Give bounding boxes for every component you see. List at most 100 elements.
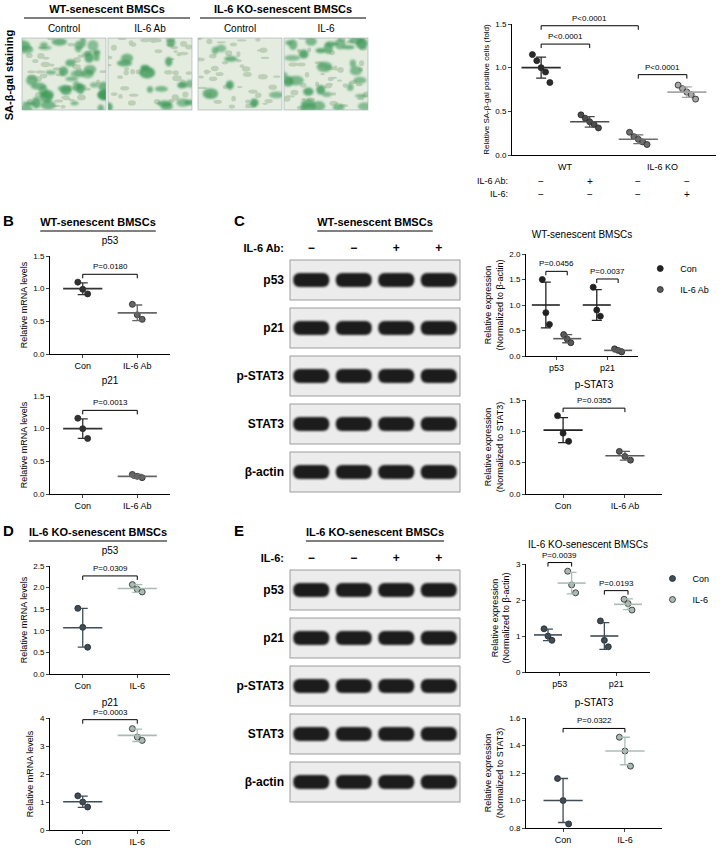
svg-text:P=0.0180: P=0.0180 bbox=[93, 262, 128, 271]
svg-text:p53: p53 bbox=[102, 545, 119, 556]
svg-text:IL-6:: IL-6: bbox=[490, 189, 508, 199]
svg-text:0.8: 0.8 bbox=[509, 824, 521, 833]
svg-text:−: − bbox=[635, 176, 641, 187]
svg-text:IL-6 Ab:: IL-6 Ab: bbox=[477, 176, 508, 186]
svg-text:0.5: 0.5 bbox=[509, 458, 521, 467]
svg-text:Con: Con bbox=[680, 264, 697, 274]
svg-text:Relative mRNA levels: Relative mRNA levels bbox=[25, 730, 35, 817]
svg-text:2: 2 bbox=[516, 596, 521, 605]
svg-text:2.5: 2.5 bbox=[33, 562, 45, 571]
svg-text:0.5: 0.5 bbox=[33, 317, 45, 326]
svg-text:Con: Con bbox=[74, 361, 91, 371]
svg-text:IL-6 Ab: IL-6 Ab bbox=[680, 285, 709, 295]
svg-text:P<0.0001: P<0.0001 bbox=[548, 32, 583, 41]
svg-text:1.0: 1.0 bbox=[33, 284, 45, 293]
svg-text:P<0.0001: P<0.0001 bbox=[645, 63, 680, 72]
svg-text:IL-6 KO-senescent BMSCs: IL-6 KO-senescent BMSCs bbox=[29, 526, 167, 538]
svg-text:P=0.0309: P=0.0309 bbox=[93, 564, 128, 573]
svg-text:B: B bbox=[3, 212, 14, 229]
svg-text:IL-6 Ab: IL-6 Ab bbox=[134, 23, 166, 34]
svg-text:1.5: 1.5 bbox=[33, 392, 45, 401]
svg-text:p53: p53 bbox=[552, 679, 567, 689]
svg-text:Relative SA-β-gal positive cel: Relative SA-β-gal positive cells (fold) bbox=[482, 24, 491, 155]
svg-text:0.0: 0.0 bbox=[509, 490, 521, 499]
svg-text:0.0: 0.0 bbox=[509, 352, 521, 361]
svg-text:3: 3 bbox=[516, 560, 521, 569]
svg-text:Control: Control bbox=[224, 23, 256, 34]
svg-text:STAT3: STAT3 bbox=[248, 727, 285, 741]
svg-text:IL-6: IL-6 bbox=[130, 837, 146, 847]
svg-text:0.0: 0.0 bbox=[33, 350, 45, 359]
svg-text:WT-senescent BMSCs: WT-senescent BMSCs bbox=[532, 229, 633, 240]
svg-text:p-STAT3: p-STAT3 bbox=[236, 679, 284, 693]
svg-text:P=0.0355: P=0.0355 bbox=[577, 396, 612, 405]
svg-text:0.5: 0.5 bbox=[495, 107, 507, 116]
svg-text:1: 1 bbox=[40, 798, 45, 807]
svg-text:P=0.0037: P=0.0037 bbox=[590, 267, 625, 276]
svg-text:WT-senescent BMSCs: WT-senescent BMSCs bbox=[40, 216, 156, 228]
svg-text:P=0.0039: P=0.0039 bbox=[542, 551, 577, 560]
svg-text:β-actin: β-actin bbox=[245, 775, 284, 789]
svg-text:0.0: 0.0 bbox=[495, 151, 507, 160]
svg-text:Relative expression(Normalized: Relative expression(Normalized to STAT3) bbox=[483, 402, 505, 493]
svg-text:p53: p53 bbox=[263, 583, 284, 597]
svg-text:0.5: 0.5 bbox=[33, 648, 45, 657]
svg-text:P<0.0001: P<0.0001 bbox=[572, 14, 607, 23]
svg-text:−: − bbox=[308, 241, 315, 255]
svg-text:−: − bbox=[587, 189, 593, 200]
svg-text:1.0: 1.0 bbox=[495, 63, 507, 72]
svg-text:p21: p21 bbox=[102, 375, 119, 386]
svg-text:−: − bbox=[684, 176, 690, 187]
svg-text:IL-6 Ab: IL-6 Ab bbox=[123, 501, 152, 511]
svg-text:SA-β-gal staining: SA-β-gal staining bbox=[3, 30, 15, 120]
svg-text:p21: p21 bbox=[609, 679, 624, 689]
svg-text:P=0.0013: P=0.0013 bbox=[93, 398, 128, 407]
svg-text:1.0: 1.0 bbox=[33, 424, 45, 433]
svg-text:Con: Con bbox=[74, 837, 91, 847]
svg-text:WT-senescent BMSCs: WT-senescent BMSCs bbox=[49, 3, 165, 15]
svg-text:p21: p21 bbox=[263, 631, 284, 645]
svg-text:P=0.0322: P=0.0322 bbox=[577, 716, 612, 725]
svg-text:1.0: 1.0 bbox=[33, 627, 45, 636]
svg-text:1.5: 1.5 bbox=[33, 252, 45, 261]
svg-text:IL-6 Ab: IL-6 Ab bbox=[611, 501, 640, 511]
svg-text:+: + bbox=[587, 176, 593, 187]
svg-text:β-actin: β-actin bbox=[245, 465, 284, 479]
svg-text:0.0: 0.0 bbox=[33, 490, 45, 499]
svg-text:Con: Con bbox=[692, 574, 709, 584]
svg-text:E: E bbox=[234, 522, 244, 539]
svg-text:0: 0 bbox=[40, 826, 45, 835]
svg-text:+: + bbox=[435, 551, 442, 565]
svg-text:Control: Control bbox=[48, 23, 80, 34]
svg-text:4: 4 bbox=[40, 714, 45, 723]
svg-text:−: − bbox=[635, 189, 641, 200]
svg-text:P=0.0456: P=0.0456 bbox=[539, 259, 574, 268]
svg-text:D: D bbox=[3, 522, 14, 539]
svg-text:IL-6 KO-senescent BMSCs: IL-6 KO-senescent BMSCs bbox=[214, 3, 352, 15]
svg-text:Relative mRNA levels: Relative mRNA levels bbox=[19, 261, 29, 348]
svg-text:1.6: 1.6 bbox=[509, 714, 521, 723]
svg-text:−: − bbox=[538, 176, 544, 187]
svg-text:IL-6 KO: IL-6 KO bbox=[647, 162, 678, 172]
svg-text:0.5: 0.5 bbox=[509, 326, 521, 335]
svg-text:Con: Con bbox=[74, 501, 91, 511]
svg-text:WT-senescent BMSCs: WT-senescent BMSCs bbox=[317, 216, 433, 228]
svg-text:0.5: 0.5 bbox=[33, 457, 45, 466]
svg-text:IL-6 KO-senescent BMSCs: IL-6 KO-senescent BMSCs bbox=[528, 539, 648, 550]
svg-text:p-STAT3: p-STAT3 bbox=[236, 369, 284, 383]
svg-text:Con: Con bbox=[555, 835, 572, 845]
svg-text:1.0: 1.0 bbox=[509, 427, 521, 436]
svg-text:2.0: 2.0 bbox=[33, 583, 45, 592]
svg-text:+: + bbox=[393, 241, 400, 255]
svg-text:+: + bbox=[393, 551, 400, 565]
svg-text:Relative expression(Normalized: Relative expression(Normalized to STAT3) bbox=[483, 728, 505, 819]
svg-text:IL-6: IL-6 bbox=[617, 835, 633, 845]
svg-text:p53: p53 bbox=[263, 273, 284, 287]
svg-text:1.5: 1.5 bbox=[509, 396, 521, 405]
svg-text:IL-6 Ab: IL-6 Ab bbox=[123, 361, 152, 371]
svg-text:−: − bbox=[308, 551, 315, 565]
svg-text:1: 1 bbox=[516, 632, 521, 641]
svg-text:IL-6: IL-6 bbox=[130, 681, 146, 691]
svg-text:IL-6: IL-6 bbox=[692, 595, 708, 605]
svg-text:IL-6 Ab:: IL-6 Ab: bbox=[243, 242, 284, 254]
